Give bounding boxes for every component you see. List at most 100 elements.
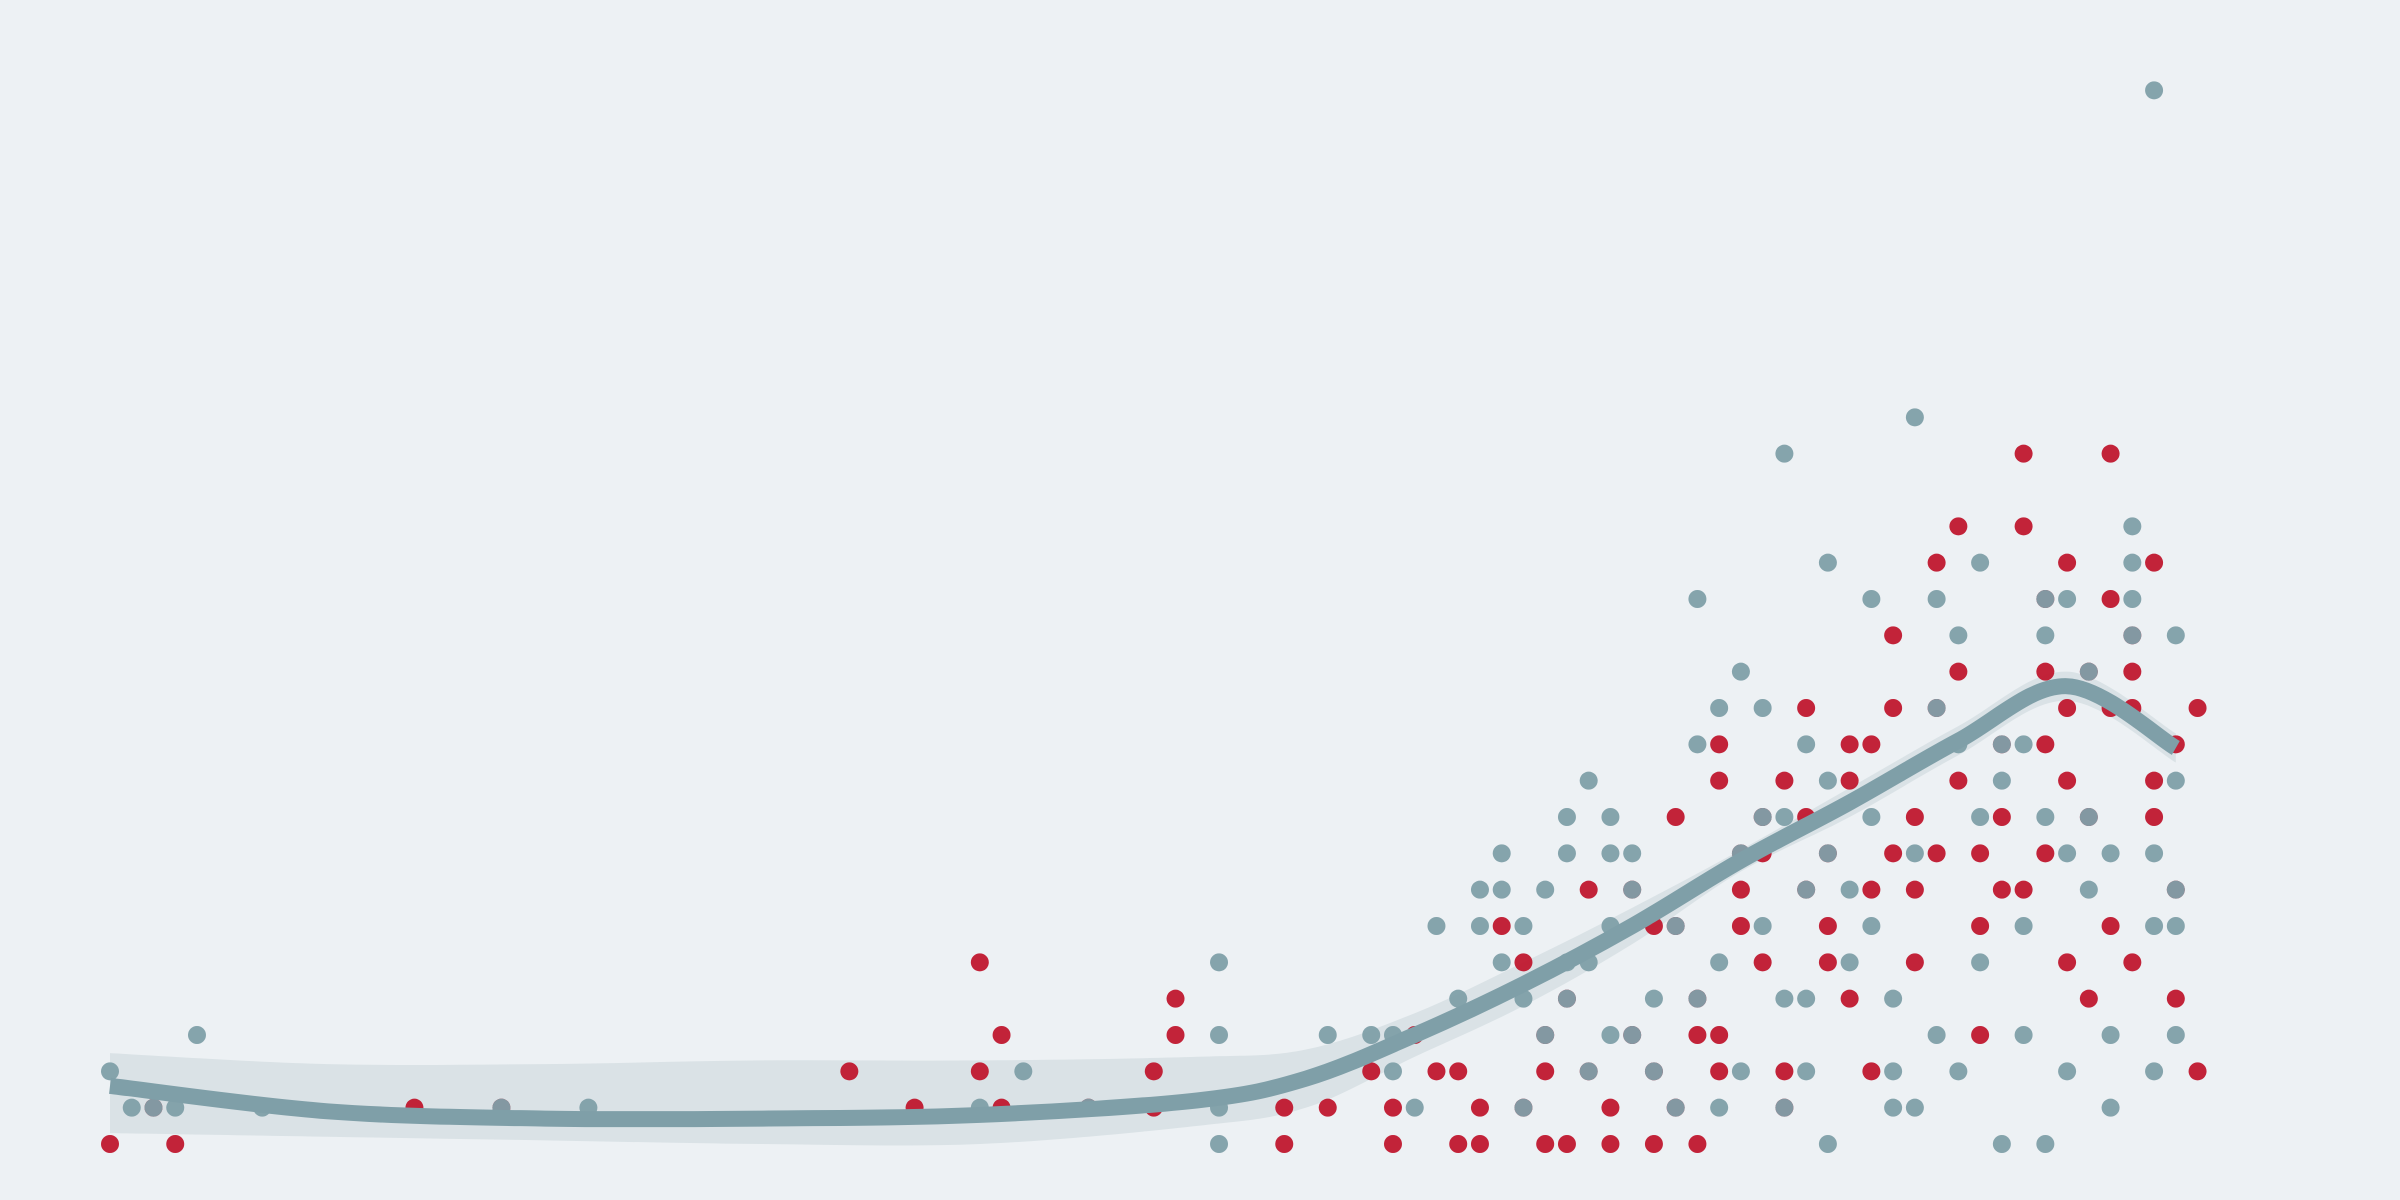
data-point-red (1383, 1098, 1402, 1117)
data-point-teal (1797, 735, 1816, 754)
data-point-red (1927, 844, 1946, 863)
data-point-red (1449, 1062, 1468, 1081)
data-point-red (1884, 844, 1903, 863)
data-point-teal (1710, 699, 1729, 717)
data-point-teal (1731, 662, 1750, 681)
data-point-red (1840, 771, 1859, 790)
data-point-teal (1579, 771, 1598, 790)
data-point-teal (1905, 844, 1924, 863)
data-point-teal (1383, 1062, 1402, 1081)
data-point-red (2058, 953, 2077, 972)
data-point-red (2188, 1062, 2207, 1081)
data-point-teal (1579, 1062, 1598, 1081)
data-point-teal (2123, 517, 2142, 536)
data-point-red (1710, 735, 1729, 754)
data-point-teal (1862, 917, 1881, 935)
data-point-red (2123, 662, 2142, 681)
data-point-red (1470, 1135, 1489, 1153)
data-point-teal (1927, 1026, 1946, 1044)
data-point-red (1949, 517, 1968, 536)
data-point-red (2058, 553, 2077, 572)
data-point-red (1884, 626, 1903, 645)
data-point-teal (1492, 880, 1511, 899)
data-point-teal (144, 1098, 163, 1117)
data-point-teal (1601, 808, 1620, 826)
data-point-red (2188, 699, 2207, 717)
data-point-red (1971, 844, 1990, 863)
data-point-red (1492, 917, 1511, 935)
data-point-red (970, 1062, 989, 1081)
data-point-red (1710, 1026, 1729, 1044)
data-point-teal (1775, 989, 1794, 1008)
data-point-teal (1601, 844, 1620, 863)
data-point-teal (1927, 699, 1946, 717)
data-point-teal (2036, 1135, 2055, 1153)
data-point-teal (1797, 1062, 1816, 1081)
data-point-teal (2145, 81, 2164, 100)
data-point-red (1383, 1135, 1402, 1153)
data-point-red (1818, 953, 1837, 972)
data-point-red (1470, 1098, 1489, 1117)
data-point-teal (2079, 808, 2098, 826)
data-point-red (1818, 917, 1837, 935)
data-point-teal (1557, 808, 1576, 826)
data-point-teal (2123, 590, 2142, 608)
data-point-teal (1492, 953, 1511, 972)
data-point-teal (1949, 1062, 1968, 1081)
data-point-teal (2058, 844, 2077, 863)
data-point-teal (1210, 1026, 1229, 1044)
data-point-teal (1318, 1026, 1337, 1044)
data-point-teal (1971, 808, 1990, 826)
data-point-red (1905, 808, 1924, 826)
data-point-red (970, 953, 989, 972)
data-point-teal (1840, 953, 1859, 972)
data-point-red (2014, 444, 2033, 463)
data-point-red (1710, 771, 1729, 790)
data-point-red (1166, 989, 1185, 1008)
data-point-red (1427, 1062, 1446, 1081)
data-point-teal (1014, 1062, 1033, 1081)
data-point-teal (1470, 917, 1489, 935)
data-point-red (2123, 953, 2142, 972)
data-point-red (2079, 989, 2098, 1008)
data-point-teal (2166, 917, 2185, 935)
data-point-red (1644, 1135, 1663, 1153)
trend-layer (109, 678, 2181, 1128)
data-point-teal (2145, 1062, 2164, 1081)
data-point-teal (1992, 735, 2011, 754)
data-point-teal (1753, 699, 1772, 717)
data-point-teal (1666, 917, 1685, 935)
data-point-red (1275, 1135, 1294, 1153)
data-point-red (1731, 880, 1750, 899)
data-point-teal (1818, 1135, 1837, 1153)
data-point-teal (1536, 880, 1555, 899)
data-point-teal (2123, 626, 2142, 645)
confidence-band (110, 671, 2176, 1146)
data-point-red (2014, 517, 2033, 536)
data-point-teal (1775, 808, 1794, 826)
data-point-red (2166, 989, 2185, 1008)
data-point-teal (1840, 880, 1859, 899)
data-point-teal (2014, 1026, 2033, 1044)
data-point-red (1601, 1135, 1620, 1153)
data-point-teal (1427, 917, 1446, 935)
data-point-teal (2166, 771, 2185, 790)
data-point-teal (101, 1062, 119, 1081)
data-point-red (1884, 699, 1903, 717)
data-point-teal (2036, 590, 2055, 608)
data-point-red (1710, 1062, 1729, 1081)
data-point-red (1601, 1098, 1620, 1117)
data-point-teal (1688, 590, 1707, 608)
data-point-red (2145, 771, 2164, 790)
data-point-red (2014, 880, 2033, 899)
data-point-teal (1710, 953, 1729, 972)
data-point-red (1275, 1098, 1294, 1117)
data-point-teal (1536, 1026, 1555, 1044)
data-point-red (1840, 989, 1859, 1008)
data-point-teal (122, 1098, 141, 1117)
data-point-teal (1884, 989, 1903, 1008)
data-point-red (1449, 1135, 1468, 1153)
data-point-red (2145, 553, 2164, 572)
